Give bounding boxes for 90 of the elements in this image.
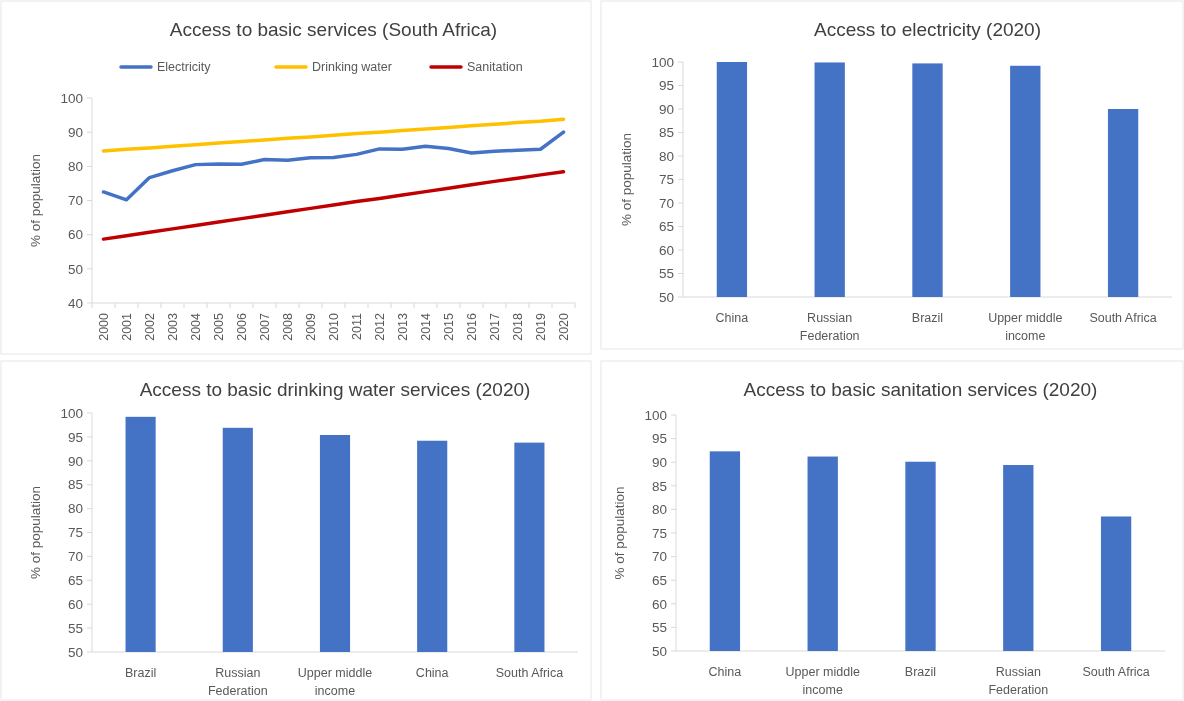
x-tick-label: Upper middle income [297, 666, 373, 698]
legend-label: Drinking water [312, 60, 392, 75]
x-tick-label: 2009 [303, 312, 318, 341]
y-tick-label: 55 [67, 620, 83, 636]
x-tick-label: 2000 [96, 312, 111, 341]
x-tick-label: 2003 [165, 312, 180, 341]
chart-title: Access to basic drinking water services (2020) [139, 379, 531, 400]
x-tick-label: Russian Federation [207, 666, 268, 698]
y-axis-title: % of population [28, 485, 43, 580]
x-tick-label: 2016 [464, 312, 479, 341]
x-tick-label: 2019 [533, 312, 548, 341]
x-tick-label: 2011 [349, 312, 364, 340]
y-tick-label: 100 [60, 90, 83, 106]
x-tick-label: 2012 [372, 312, 387, 341]
y-tick-label: 50 [651, 643, 667, 659]
y-tick-label: 70 [651, 549, 667, 565]
x-tick-label: Upper middle income [785, 665, 860, 697]
x-tick-label: 2018 [510, 312, 525, 341]
x-tick-label: 2015 [441, 312, 456, 341]
y-tick-label: 50 [658, 289, 674, 305]
y-tick-label: 80 [658, 148, 674, 164]
x-tick-label: 2010 [326, 312, 341, 341]
y-tick-label: 60 [67, 227, 83, 243]
y-tick-label: 70 [67, 193, 83, 209]
x-tick-label: Brazil [904, 665, 937, 679]
y-tick-label: 90 [651, 454, 667, 470]
x-tick-label: Upper middle income [988, 311, 1063, 343]
y-tick-label: 70 [67, 549, 83, 565]
x-tick-label: 2014 [418, 312, 433, 341]
x-tick-label: South Africa [1089, 311, 1157, 325]
y-tick-label: 75 [67, 525, 83, 541]
chart-title: Access to basic sanitation services (2020) [743, 379, 1098, 400]
y-axis-title: % of population [28, 153, 43, 248]
x-tick-label: 2001 [119, 312, 134, 341]
x-tick-label: Russian Federation [799, 311, 860, 343]
y-tick-label: 65 [658, 219, 674, 235]
y-tick-label: 80 [67, 159, 83, 175]
x-tick-label: South Africa [495, 666, 564, 680]
x-tick-label: China [415, 666, 449, 680]
y-tick-label: 65 [67, 573, 83, 589]
y-tick-label: 90 [67, 124, 83, 140]
x-tick-label: 2002 [142, 312, 157, 341]
chart-title: Access to basic services (South Africa) [169, 19, 498, 40]
y-tick-label: 100 [644, 407, 667, 423]
y-tick-label: 60 [658, 242, 674, 258]
y-tick-label: 95 [658, 78, 674, 94]
y-tick-label: 85 [651, 478, 667, 494]
y-tick-label: 75 [651, 525, 667, 541]
y-tick-label: 75 [658, 172, 674, 188]
y-tick-label: 100 [651, 54, 674, 70]
legend-label: Sanitation [467, 60, 523, 75]
x-tick-label: 2020 [556, 312, 571, 341]
y-tick-label: 60 [67, 596, 83, 612]
x-tick-label: 2008 [280, 312, 295, 341]
x-tick-label: China [708, 665, 742, 679]
x-tick-label: 2005 [211, 312, 226, 341]
y-tick-label: 95 [67, 429, 83, 445]
y-tick-label: 90 [658, 101, 674, 117]
x-tick-label: Brazil [911, 311, 944, 325]
y-axis-title: % of population [612, 486, 627, 580]
x-tick-label: 2017 [487, 312, 502, 341]
y-tick-label: 100 [60, 405, 83, 421]
x-tick-label: South Africa [1082, 665, 1150, 679]
y-tick-label: 90 [67, 453, 83, 469]
y-axis-title: % of population [619, 132, 634, 227]
y-tick-label: 85 [67, 477, 83, 493]
y-tick-label: 60 [651, 596, 667, 612]
y-tick-label: 80 [67, 501, 83, 517]
x-tick-label: China [715, 311, 749, 325]
x-tick-label: 2004 [188, 312, 203, 341]
chart-title: Access to electricity (2020) [813, 19, 1042, 40]
x-tick-label: 2007 [257, 312, 272, 341]
y-tick-label: 65 [651, 572, 667, 588]
line-series [101, 117, 566, 153]
x-tick-label: 2013 [395, 312, 410, 341]
y-tick-label: 80 [651, 502, 667, 518]
y-tick-label: 40 [67, 295, 83, 311]
y-tick-label: 55 [651, 620, 667, 636]
y-tick-label: 70 [658, 195, 674, 211]
y-tick-label: 50 [67, 644, 83, 660]
y-tick-label: 55 [658, 266, 674, 282]
legend-label: Electricity [157, 60, 212, 75]
line-series [101, 130, 566, 202]
y-tick-label: 85 [658, 125, 674, 141]
x-tick-label: Russian Federation [988, 665, 1049, 697]
x-tick-label: Brazil [124, 666, 157, 680]
x-tick-label: 2006 [234, 312, 249, 341]
y-tick-label: 95 [651, 431, 667, 447]
y-tick-label: 50 [67, 261, 83, 277]
line-series [101, 170, 566, 241]
